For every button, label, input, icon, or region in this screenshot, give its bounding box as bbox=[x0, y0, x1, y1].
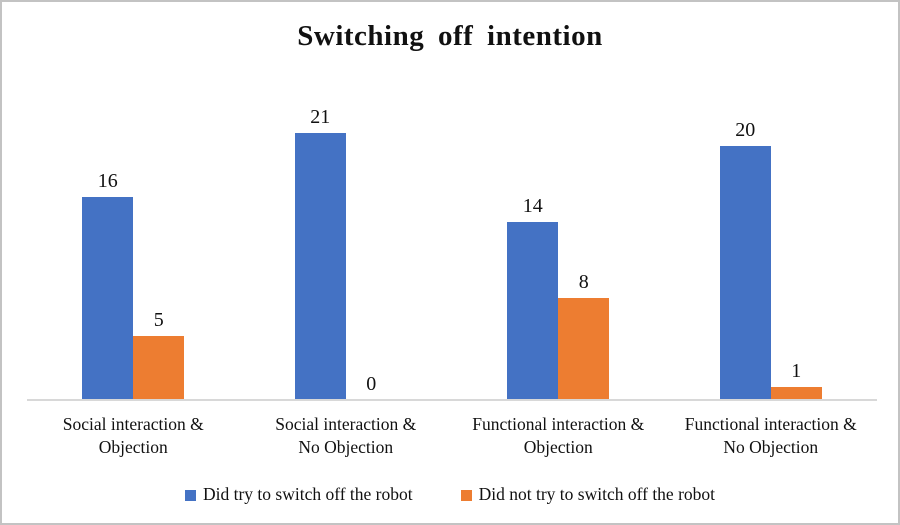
legend-item-did-try: Did try to switch off the robot bbox=[184, 484, 413, 504]
bar-column: 8 bbox=[558, 271, 610, 400]
category-label-social-objection: Social interaction & Objection bbox=[62, 414, 204, 457]
bar-column: 21 bbox=[294, 106, 346, 400]
bar-column: 20 bbox=[719, 119, 771, 400]
bar-value-label: 8 bbox=[578, 271, 589, 293]
legend-label: Did try to switch off the robot bbox=[202, 484, 413, 504]
category-label-functional-objection: Functional interaction & Objection bbox=[472, 414, 645, 457]
did-try-bar bbox=[719, 146, 771, 400]
chart-title: Switching off intention bbox=[297, 20, 603, 52]
category-label-functional-no-objection: Functional interaction & No Objection bbox=[684, 414, 857, 457]
did-try-bar bbox=[82, 197, 134, 400]
bar-value-label: 1 bbox=[791, 360, 802, 382]
bar-column: 14 bbox=[507, 195, 559, 400]
did-try-bar bbox=[507, 222, 559, 400]
bar-value-label: 0 bbox=[366, 373, 377, 395]
legend: Did try to switch off the robot Did not … bbox=[2, 484, 898, 504]
bar-column: 1 bbox=[770, 360, 822, 400]
bar-column: 5 bbox=[133, 309, 185, 400]
bar-column: 16 bbox=[82, 170, 134, 400]
legend-item-did-not-try: Did not try to switch off the robot bbox=[460, 484, 716, 504]
bar-value-label: 16 bbox=[97, 170, 118, 192]
bar-value-label: 5 bbox=[153, 309, 164, 331]
bar-groups: 16 5 21 0 14 bbox=[27, 2, 877, 400]
bar-group-functional-objection: 14 8 bbox=[452, 2, 665, 400]
category-label-social-no-objection: Social interaction & No Objection bbox=[275, 414, 417, 457]
did-not-try-bar bbox=[558, 298, 610, 400]
bar-value-label: 21 bbox=[310, 106, 331, 128]
x-axis-category-labels: Social interaction & Objection Social in… bbox=[27, 413, 877, 459]
bar-column: 0 bbox=[346, 374, 397, 400]
legend-swatch-icon bbox=[460, 489, 472, 501]
bar-group-social-objection: 16 5 bbox=[27, 2, 240, 400]
did-try-bar bbox=[294, 133, 346, 400]
bar-value-label: 20 bbox=[735, 119, 756, 141]
bar-group-social-no-objection: 21 0 bbox=[240, 2, 453, 400]
did-not-try-bar bbox=[133, 336, 185, 400]
x-axis-line bbox=[27, 399, 877, 401]
legend-label: Did not try to switch off the robot bbox=[478, 484, 716, 504]
bar-value-label: 14 bbox=[522, 195, 543, 217]
bar-group-functional-no-objection: 20 1 bbox=[665, 2, 878, 400]
plot-area: 16 5 21 0 14 bbox=[27, 2, 877, 401]
did-not-try-bar bbox=[770, 387, 822, 400]
legend-swatch-icon bbox=[184, 489, 196, 501]
